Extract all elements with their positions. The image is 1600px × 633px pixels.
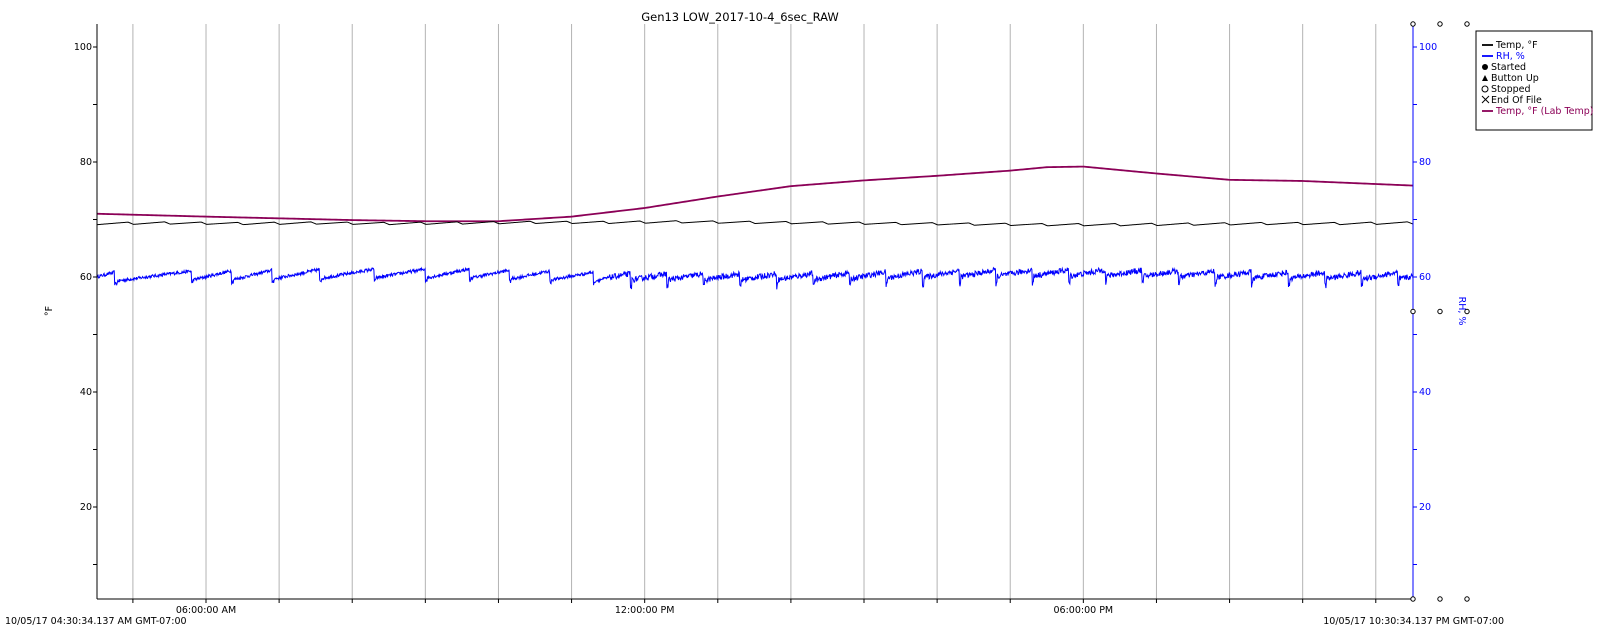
event-marker-stopped: [1437, 308, 1443, 315]
chart-title: Gen13 LOW_2017-10-4_6sec_RAW: [641, 10, 839, 24]
event-markers: [1410, 21, 1470, 602]
y-right-tick-label: 60: [1419, 272, 1431, 283]
legend-item: Temp, °F: [1482, 40, 1538, 51]
legend-label: Temp, °F (Lab Temp): [1495, 106, 1594, 117]
event-marker-stopped: [1410, 21, 1416, 27]
legend-label: Started: [1491, 62, 1526, 73]
event-marker-stopped: [1464, 308, 1470, 315]
legend-marker-cross-b: [1481, 95, 1490, 104]
x-end-label: 10/05/17 10:30:34.137 PM GMT-07:00: [1323, 616, 1504, 627]
x-tick-label: 06:00:00 AM: [176, 605, 236, 616]
left-axis-label: °F: [44, 306, 55, 316]
vertical-gridlines: [132, 24, 1377, 599]
legend-label: Button Up: [1491, 73, 1539, 84]
x-start-label: 10/05/17 04:30:34.137 AM GMT-07:00: [5, 616, 187, 627]
y-right-tick-label: 40: [1419, 387, 1431, 398]
legend-label: RH, %: [1496, 51, 1525, 62]
event-marker-stopped: [1437, 596, 1443, 602]
legend-item: End Of File: [1481, 95, 1542, 106]
legend-label: End Of File: [1491, 95, 1542, 106]
event-marker-stopped: [1464, 21, 1470, 27]
y-tick-label: 80: [80, 157, 92, 168]
event-marker-stopped: [1437, 21, 1443, 27]
legend-item: RH, %: [1482, 51, 1525, 62]
legend-label: Stopped: [1491, 84, 1531, 95]
series-line-lab-temp: [96, 165, 1414, 223]
right-axis-ticks: 20 40 60 80 100: [1413, 42, 1437, 565]
plot-area: [96, 165, 1414, 290]
legend-item: Button Up: [1482, 73, 1539, 84]
legend-marker-filled-circle: [1482, 64, 1488, 70]
event-marker-stopped: [1410, 308, 1416, 315]
y-right-tick-label: 100: [1419, 42, 1437, 53]
y-right-tick-label: 80: [1419, 157, 1431, 168]
right-axis-label: RH, %: [1456, 297, 1467, 326]
y-tick-label: 40: [80, 387, 92, 398]
x-tick-label: 06:00:00 PM: [1054, 605, 1114, 616]
series-line-rh: [96, 266, 1414, 290]
left-axis-ticks: 20 40 60 80 100: [74, 42, 97, 565]
legend-box: [1475, 30, 1593, 131]
y-tick-label: 60: [80, 272, 92, 283]
legend-item: Started: [1482, 62, 1526, 73]
legend-item: Temp, °F (Lab Temp): [1482, 106, 1594, 117]
event-marker-stopped: [1410, 596, 1416, 602]
legend-marker-open-circle: [1481, 85, 1489, 93]
y-right-tick-label: 20: [1419, 502, 1431, 513]
legend-label: Temp, °F: [1495, 40, 1538, 51]
x-tick-label: 12:00:00 PM: [615, 605, 675, 616]
y-tick-label: 100: [74, 42, 92, 53]
y-tick-label: 20: [80, 502, 92, 513]
x-axis-ticks: 06:00:00 AM 12:00:00 PM 06:00:00 PM: [132, 599, 1377, 616]
legend-marker-triangle: [1482, 75, 1488, 81]
event-marker-stopped: [1464, 596, 1470, 602]
legend-item: Stopped: [1481, 84, 1531, 95]
series-line-temp: [96, 220, 1414, 227]
